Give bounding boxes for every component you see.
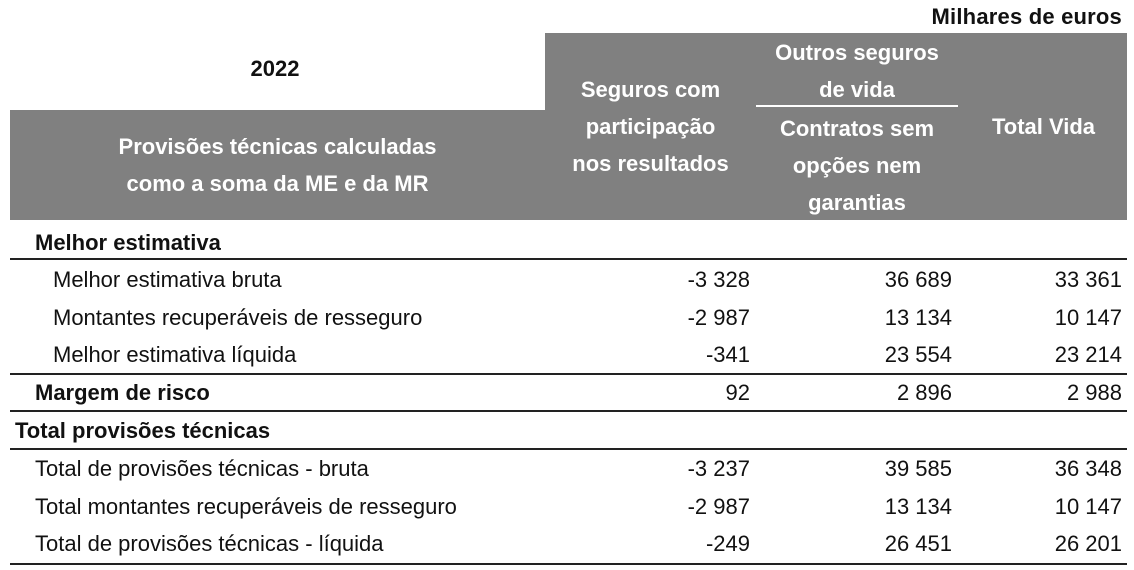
col-header-contratos: Contratos sem opções nem garantias: [756, 110, 958, 221]
row-header-cell: [10, 110, 545, 220]
value-col3: 26 201: [1054, 531, 1122, 556]
value-col2: 13 134: [884, 494, 952, 519]
section-title-total-provisoes: Total provisões técnicas: [15, 418, 271, 443]
col-header-participacao: Seguros com participação nos resultados: [548, 71, 753, 182]
value-col2: 39 585: [884, 456, 952, 481]
value-col3: 23 214: [1054, 342, 1122, 367]
col1-line-1: Seguros com: [580, 77, 721, 102]
row-label: Melhor estimativa líquida: [53, 342, 297, 367]
col-group-header-outros: Outros seguros de vida: [756, 34, 958, 108]
value-col3: 33 361: [1054, 267, 1122, 292]
row-label: Montantes recuperáveis de resseguro: [53, 305, 423, 330]
section-title-melhor-estimativa: Melhor estimativa: [35, 230, 221, 255]
row-label: Margem de risco: [35, 380, 210, 405]
col2-sub-line-3: garantias: [808, 190, 906, 215]
col-header-block: [545, 33, 1127, 220]
col2-group-line-1: Outros seguros: [775, 40, 939, 65]
value-col3: 10 147: [1054, 305, 1122, 330]
value-col3: 10 147: [1054, 494, 1122, 519]
col2-sub-line-1: Contratos sem: [779, 116, 935, 141]
value-col1: 92: [725, 380, 750, 405]
value-col1: -249: [705, 531, 750, 556]
divider-3: [10, 410, 1127, 412]
divider-4: [10, 448, 1127, 450]
col1-line-2: participação: [585, 114, 716, 139]
row-header-title: Provisões técnicas calculadas como a som…: [10, 128, 545, 202]
row-label: Melhor estimativa bruta: [53, 267, 282, 292]
row-label: Total de provisões técnicas - líquida: [35, 531, 384, 556]
col2-group-line-2: de vida: [819, 77, 895, 102]
col2-sub-line-2: opções nem: [792, 153, 922, 178]
col1-line-3: nos resultados: [572, 151, 729, 176]
col-group-divider: [756, 105, 958, 107]
value-col3: 2 988: [1066, 380, 1122, 405]
year-label: 2022: [250, 56, 300, 81]
table-row: Montantes recuperáveis de resseguro -2 9…: [0, 299, 1134, 336]
value-col2: 23 554: [884, 342, 952, 367]
value-col3: 36 348: [1054, 456, 1122, 481]
row-header-line-2: como a soma da ME e da MR: [126, 171, 429, 196]
table-row: Melhor estimativa líquida -341 23 554 23…: [0, 336, 1134, 373]
table-row-margem: Margem de risco 92 2 896 2 988: [0, 374, 1134, 411]
row-label: Total montantes recuperáveis de ressegur…: [35, 494, 457, 519]
table-row: Total montantes recuperáveis de ressegur…: [0, 488, 1134, 525]
units-label: Milhares de euros: [931, 4, 1122, 29]
value-col1: -341: [705, 342, 750, 367]
table-row: Total de provisões técnicas - bruta -3 2…: [0, 450, 1134, 487]
divider-1: [10, 258, 1127, 260]
value-col2: 36 689: [884, 267, 952, 292]
row-label: Total de provisões técnicas - bruta: [35, 456, 369, 481]
value-col1: -2 987: [687, 494, 750, 519]
col-header-total-vida: Total Vida: [991, 114, 1096, 139]
table-row: Total de provisões técnicas - líquida -2…: [0, 525, 1134, 562]
table-row: Melhor estimativa bruta -3 328 36 689 33…: [0, 261, 1134, 298]
value-col2: 13 134: [884, 305, 952, 330]
value-col1: -3 328: [687, 267, 750, 292]
value-col2: 26 451: [884, 531, 952, 556]
divider-2: [10, 373, 1127, 375]
row-header-line-1: Provisões técnicas calculadas: [118, 134, 437, 159]
divider-bottom: [10, 563, 1127, 565]
value-col1: -2 987: [687, 305, 750, 330]
value-col1: -3 237: [687, 456, 750, 481]
value-col2: 2 896: [896, 380, 952, 405]
